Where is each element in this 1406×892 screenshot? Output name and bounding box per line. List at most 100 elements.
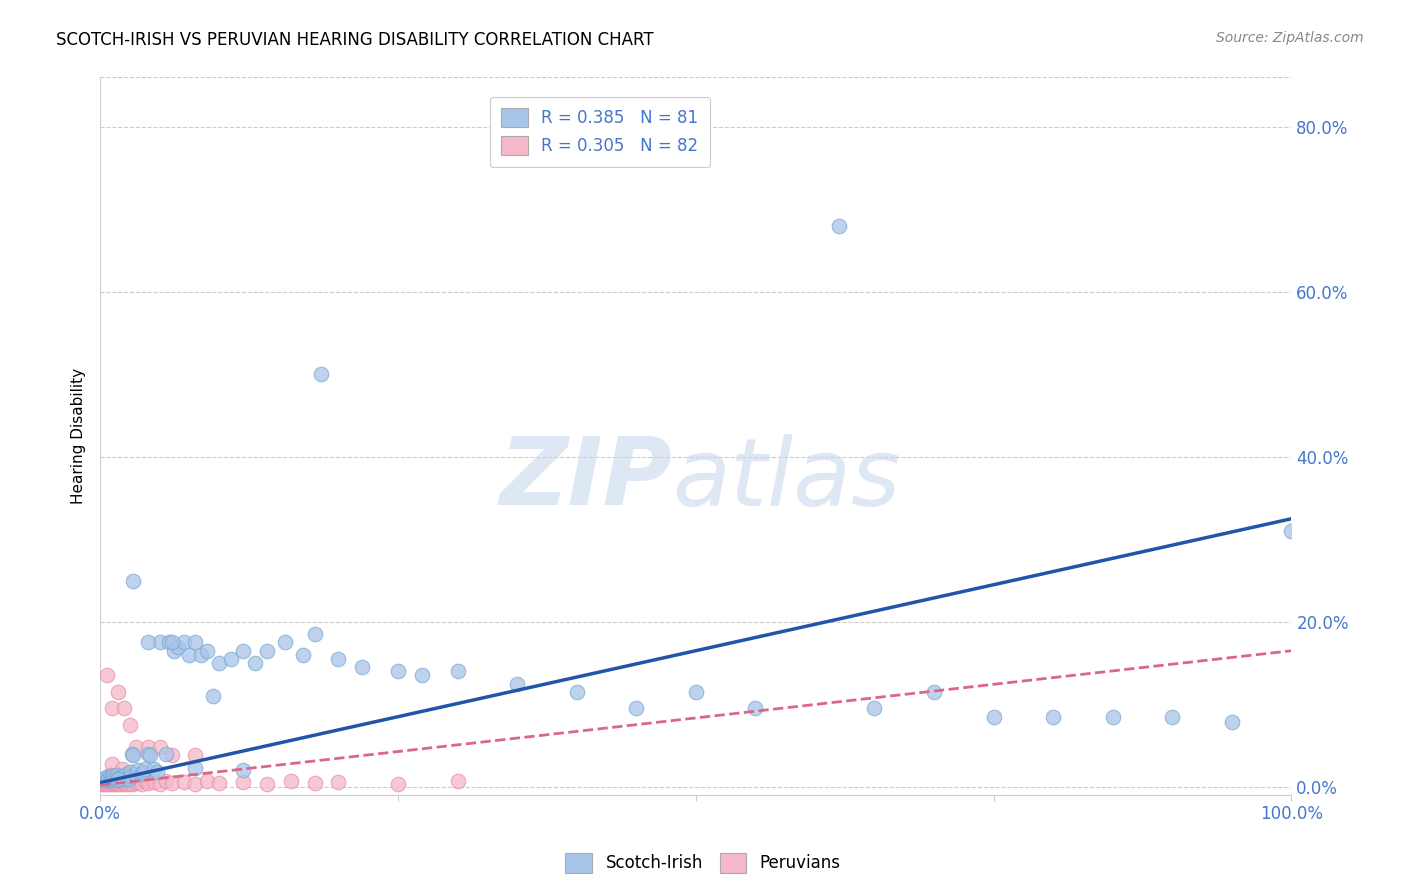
Point <box>120 775 142 789</box>
Point <box>744 701 766 715</box>
Point <box>98 770 121 784</box>
Point <box>118 772 141 786</box>
Point <box>94 772 117 787</box>
Point <box>103 775 125 789</box>
Point <box>155 747 177 761</box>
Point <box>110 775 132 789</box>
Point <box>97 774 120 789</box>
Point <box>90 776 112 790</box>
Point <box>112 701 135 715</box>
Point <box>112 774 135 789</box>
Point <box>91 775 114 789</box>
Point <box>107 685 129 699</box>
Point <box>157 635 180 649</box>
Point <box>94 772 117 787</box>
Point <box>108 772 131 787</box>
Point <box>121 747 143 761</box>
Point <box>93 776 115 790</box>
Point <box>134 762 156 776</box>
Point <box>352 660 374 674</box>
Point <box>160 775 183 789</box>
Point <box>195 643 218 657</box>
Point <box>91 773 114 788</box>
Point <box>179 648 201 662</box>
Point <box>107 774 129 789</box>
Point <box>1281 524 1303 538</box>
Point <box>232 775 254 789</box>
Point <box>139 748 162 763</box>
Point <box>166 640 188 654</box>
Point <box>107 776 129 790</box>
Point <box>328 652 350 666</box>
Point <box>1220 715 1243 730</box>
Text: SCOTCH-IRISH VS PERUVIAN HEARING DISABILITY CORRELATION CHART: SCOTCH-IRISH VS PERUVIAN HEARING DISABIL… <box>56 31 654 49</box>
Point <box>94 774 117 789</box>
Point <box>94 775 117 789</box>
Point <box>115 767 138 781</box>
Point <box>291 648 314 662</box>
Point <box>274 635 297 649</box>
Point <box>101 775 124 789</box>
Point <box>184 776 207 790</box>
Point <box>134 774 156 789</box>
Point <box>127 764 149 778</box>
Point <box>110 772 132 786</box>
Point <box>96 773 118 788</box>
Point <box>103 776 125 790</box>
Point <box>111 769 134 783</box>
Point <box>108 775 131 789</box>
Point <box>243 656 266 670</box>
Point <box>96 775 118 789</box>
Point <box>142 775 165 789</box>
Point <box>195 774 218 789</box>
Point <box>110 762 132 776</box>
Point <box>149 740 172 755</box>
Point <box>115 775 138 789</box>
Point <box>122 748 145 763</box>
Point <box>160 748 183 763</box>
Point <box>184 748 207 763</box>
Point <box>114 775 136 789</box>
Point <box>256 643 278 657</box>
Point <box>163 643 186 657</box>
Point <box>93 772 115 786</box>
Point <box>103 769 125 783</box>
Point <box>100 776 122 790</box>
Point <box>105 775 128 789</box>
Point <box>309 368 332 382</box>
Point <box>173 775 195 789</box>
Point <box>98 768 121 782</box>
Point <box>117 770 139 784</box>
Point <box>108 775 131 789</box>
Point <box>104 772 127 786</box>
Point <box>122 574 145 588</box>
Point <box>107 772 129 787</box>
Point <box>125 740 148 755</box>
Text: Source: ZipAtlas.com: Source: ZipAtlas.com <box>1216 31 1364 45</box>
Point <box>120 769 142 783</box>
Text: ZIP: ZIP <box>499 434 672 525</box>
Point <box>127 775 149 789</box>
Point <box>103 770 125 784</box>
Point <box>105 768 128 782</box>
Point <box>922 685 945 699</box>
Point <box>1042 709 1064 723</box>
Point <box>219 652 242 666</box>
Point <box>232 643 254 657</box>
Point <box>626 701 648 715</box>
Point <box>411 668 433 682</box>
Point <box>685 685 707 699</box>
Point <box>105 775 128 789</box>
Point <box>94 776 117 790</box>
Point <box>136 775 159 789</box>
Point <box>173 635 195 649</box>
Point <box>100 772 122 787</box>
Point <box>983 709 1005 723</box>
Legend: R = 0.385   N = 81, R = 0.305   N = 82: R = 0.385 N = 81, R = 0.305 N = 82 <box>489 96 710 167</box>
Point <box>149 776 172 790</box>
Point <box>184 761 207 775</box>
Point <box>97 776 120 790</box>
Point <box>202 689 225 703</box>
Point <box>565 685 588 699</box>
Point <box>136 635 159 649</box>
